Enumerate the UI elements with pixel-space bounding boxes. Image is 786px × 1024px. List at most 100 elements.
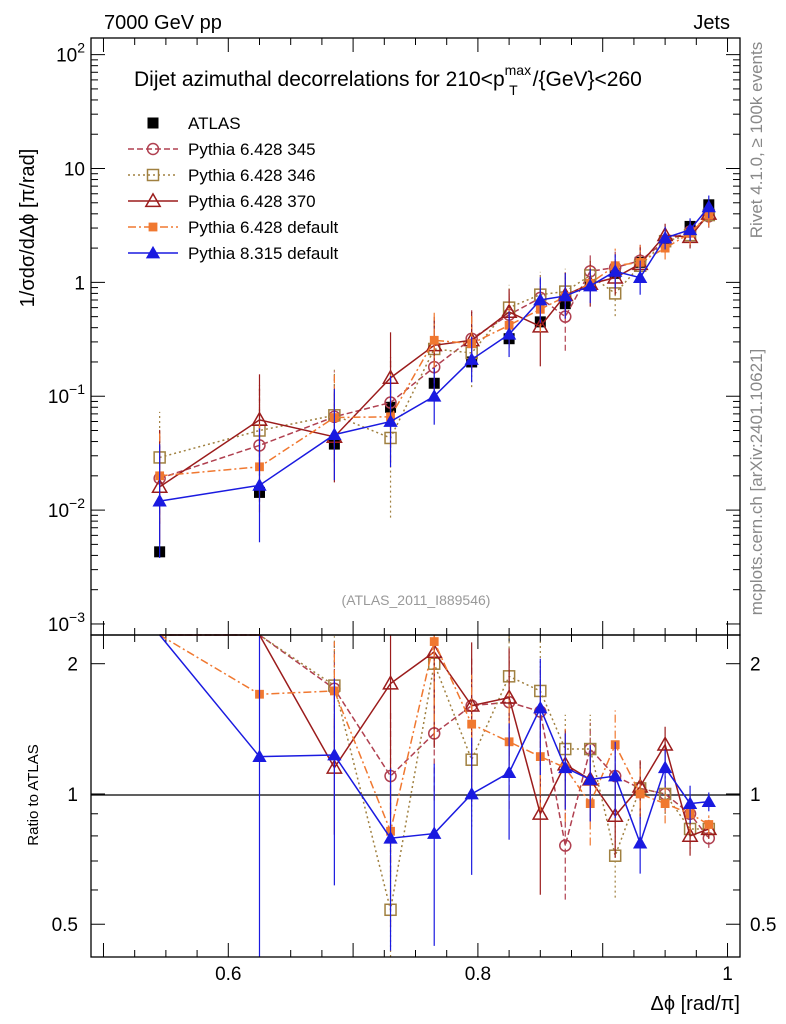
- main-y-ticks: 10−3 10−2 10−1 1 10 102: [48, 40, 740, 636]
- data-marker: [558, 760, 573, 774]
- data-marker: [660, 799, 670, 809]
- data-marker: [429, 637, 439, 646]
- data-marker: [429, 335, 439, 345]
- series-line: [159, 214, 710, 459]
- data-marker: [682, 222, 698, 236]
- rivet-label: Rivet 4.1.0, ≥ 100k events: [747, 42, 766, 238]
- legend-entry: Pythia 6.428 345: [128, 140, 316, 159]
- main-panel-series: [151, 195, 718, 559]
- x-tick-label: 0.6: [215, 964, 241, 985]
- ratio-tick-label-left: 2: [67, 655, 78, 676]
- ratio-pythia-6-428-370: [159, 634, 718, 895]
- legend-entry: Pythia 6.428 default: [128, 218, 339, 237]
- data-marker: [464, 352, 479, 365]
- data-marker: [327, 747, 342, 761]
- ratio-line: [159, 634, 710, 834]
- data-marker: [146, 168, 160, 182]
- header-left: 7000 GeV pp: [104, 12, 222, 34]
- data-marker: [558, 288, 573, 302]
- data-marker: [533, 292, 548, 306]
- ratio-tick-label-left: 1: [67, 785, 78, 806]
- data-marker: [383, 831, 398, 844]
- data-marker: [501, 327, 517, 340]
- chart-title-main: Dijet azimuthal decorrelations for 210<p: [134, 68, 505, 91]
- ratio-tick-label-right: 2: [750, 655, 761, 676]
- data-marker: [608, 264, 623, 277]
- chart-title-sup: max: [505, 62, 531, 78]
- legend-entry: Pythia 6.428 346: [128, 166, 316, 185]
- data-marker: [252, 478, 267, 491]
- chart-title-sub: T: [509, 82, 518, 98]
- data-marker: [704, 820, 714, 829]
- analysis-label: (ATLAS_2011_I889546): [342, 592, 491, 608]
- series-pythia-8-315-default: [152, 195, 716, 559]
- ratio-y-ticks: 0.5 0.5 1 1 2 2: [52, 655, 777, 937]
- data-marker: [501, 765, 517, 779]
- ratio-pythia-6-428-345: [159, 634, 716, 900]
- data-marker: [145, 245, 161, 259]
- data-marker: [657, 230, 673, 244]
- data-marker: [635, 789, 645, 799]
- data-marker: [701, 199, 716, 213]
- y-tick-label: 10: [64, 160, 85, 181]
- data-marker: [252, 749, 267, 762]
- data-marker: [382, 674, 399, 690]
- data-marker: [608, 768, 623, 782]
- data-marker: [633, 835, 648, 849]
- data-marker: [583, 278, 598, 292]
- data-marker: [147, 117, 159, 129]
- data-marker: [606, 807, 624, 822]
- data-marker: [146, 142, 160, 156]
- data-marker: [701, 794, 716, 808]
- data-marker: [152, 493, 167, 507]
- data-marker: [559, 839, 572, 852]
- data-marker: [148, 222, 158, 232]
- legend-label: Pythia 6.428 370: [188, 192, 316, 211]
- header-right: Jets: [693, 12, 730, 34]
- legend-label: Pythia 6.428 default: [188, 218, 339, 237]
- mcplots-label: mcplots.cern.ch [arXiv:2401.10621]: [747, 349, 766, 615]
- ratio-pythia-8-315-default: [159, 634, 716, 957]
- x-tick-label: 0.8: [465, 964, 491, 985]
- ratio-tick-label-left: 0.5: [52, 915, 78, 936]
- data-marker: [531, 805, 549, 820]
- legend: ATLAS Pythia 6.428 345 Pythia 6.428 346 Pyt…: [128, 114, 339, 263]
- y-tick-label: 10−1: [48, 381, 85, 408]
- ratio-tick-label-right: 1: [750, 785, 761, 806]
- legend-label: ATLAS: [188, 114, 241, 133]
- data-marker: [682, 796, 698, 809]
- x-ticks: 0.6 0.8 1: [102, 38, 733, 985]
- data-marker: [681, 827, 699, 843]
- data-marker: [144, 192, 162, 208]
- legend-label: Pythia 8.315 default: [188, 244, 339, 263]
- x-axis-label: Δϕ [rad/π]: [651, 993, 741, 1015]
- chart-title: Dijet azimuthal decorrelations for 210<p…: [134, 62, 642, 98]
- legend-entry: Pythia 8.315 default: [128, 244, 339, 263]
- ratio-axis-label: Ratio to ATLAS: [25, 744, 42, 845]
- ratio-pythia-6-428-346: [159, 634, 716, 957]
- data-marker: [427, 389, 442, 402]
- ratio-pythia-6-428-default: [159, 634, 714, 928]
- legend-label: Pythia 6.428 346: [188, 166, 316, 185]
- data-marker: [383, 414, 398, 427]
- x-tick-label: 1: [722, 964, 733, 985]
- chart-title-tail: /{GeV}<260: [533, 68, 642, 91]
- legend-label: Pythia 6.428 345: [188, 140, 316, 159]
- ratio-tick-label-right: 0.5: [750, 915, 776, 936]
- ratio-panel-frame: [90, 634, 741, 958]
- data-marker: [533, 700, 548, 714]
- data-marker: [500, 688, 518, 704]
- data-marker: [583, 772, 598, 785]
- data-marker: [427, 826, 442, 839]
- data-marker: [633, 270, 648, 284]
- data-marker: [464, 786, 479, 800]
- y-tick-label: 10−3: [48, 609, 85, 636]
- data-marker: [657, 760, 673, 774]
- legend-entry: Pythia 6.428 370: [128, 192, 316, 211]
- y-axis-label: 1/σdσ/dΔϕ [π/rad]: [17, 149, 39, 308]
- data-marker: [327, 427, 342, 440]
- data-marker: [467, 719, 477, 729]
- y-tick-label: 102: [56, 40, 85, 67]
- legend-entry: ATLAS: [147, 114, 241, 133]
